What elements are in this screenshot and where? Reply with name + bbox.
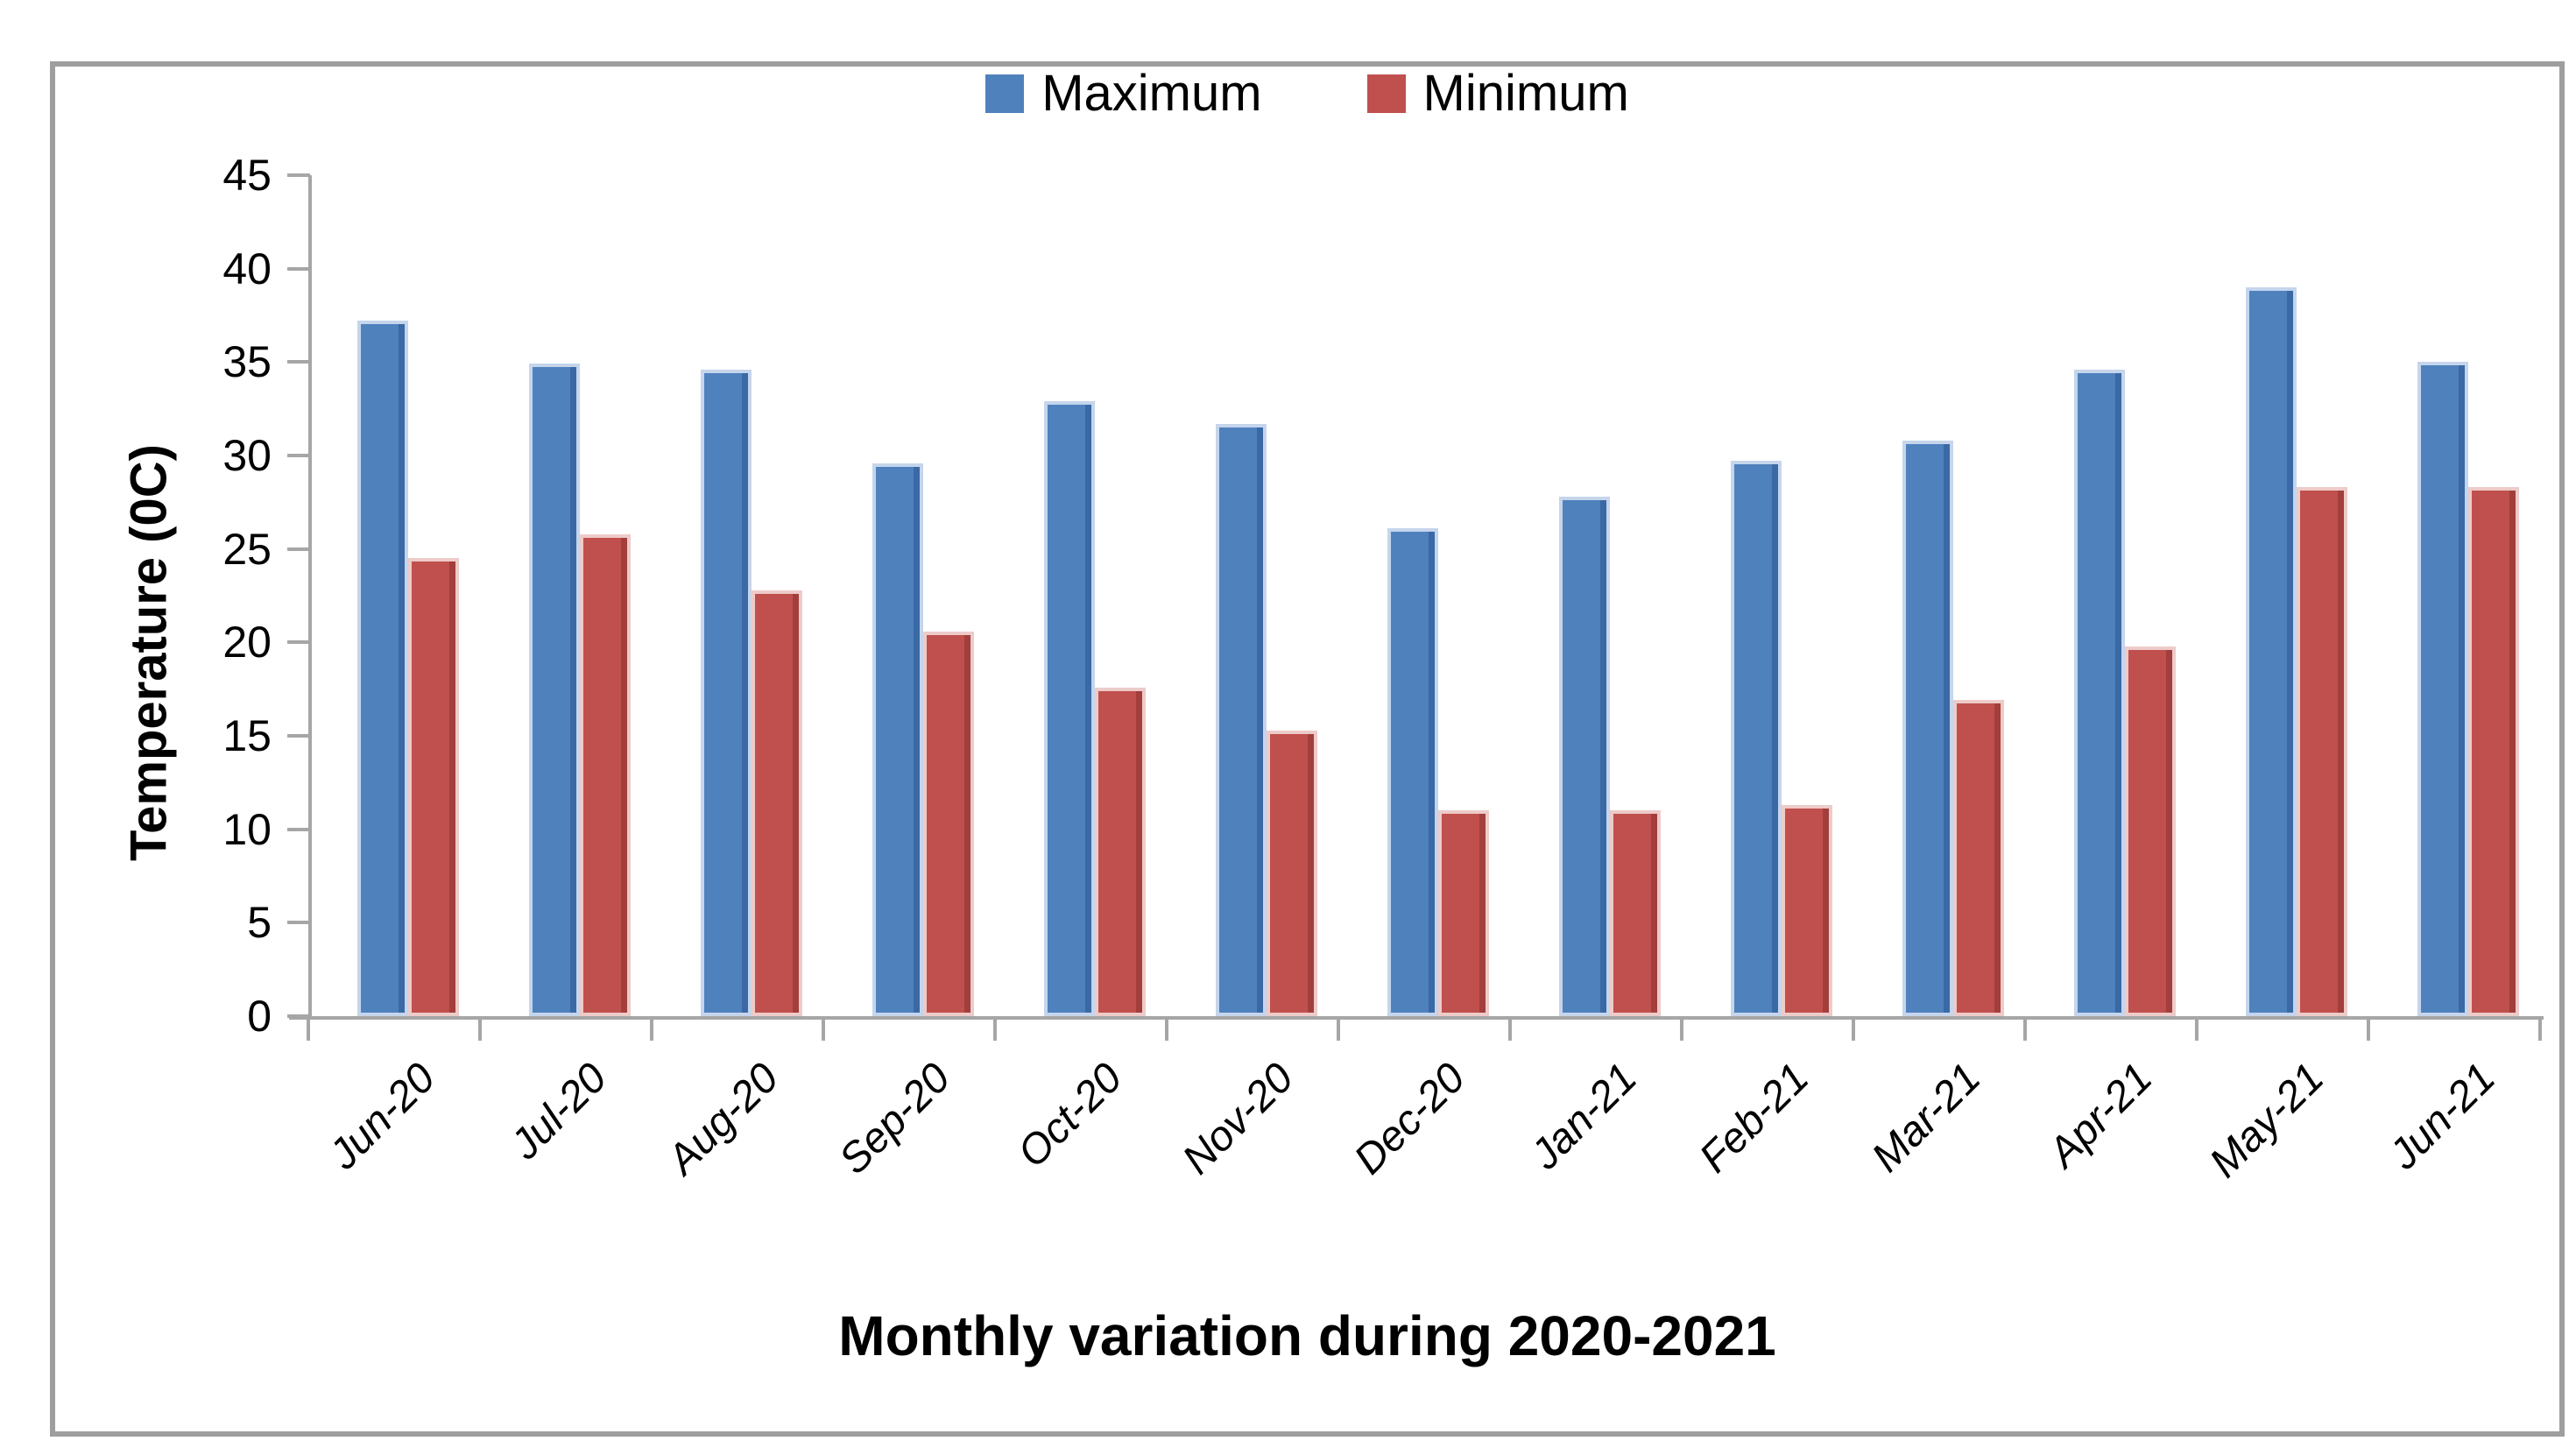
bar-minimum-apr-21 — [2125, 646, 2176, 1016]
y-axis-tick-label: 40 — [222, 244, 272, 293]
y-axis-tick-label: 25 — [222, 524, 272, 574]
x-axis-tick — [993, 1020, 997, 1041]
bar-maximum-dec-20 — [1387, 528, 1438, 1016]
x-axis-tick — [822, 1020, 825, 1041]
x-axis-tick — [2367, 1020, 2370, 1041]
y-axis-tick-label: 0 — [247, 992, 272, 1041]
x-axis-tick — [1680, 1020, 1683, 1041]
bar-minimum-aug-20 — [752, 590, 802, 1016]
bar-minimum-mar-21 — [1953, 700, 2004, 1016]
y-axis-tick-label: 20 — [222, 618, 272, 667]
x-axis-line-extension — [289, 1016, 312, 1020]
plot-area — [308, 175, 2544, 1020]
y-axis-tick — [287, 266, 310, 271]
x-axis-tick — [2023, 1020, 2027, 1041]
bar-minimum-dec-20 — [1438, 810, 1489, 1016]
x-axis-tick — [2538, 1020, 2542, 1041]
y-axis-tick-label: 45 — [222, 151, 272, 200]
bar-minimum-may-21 — [2297, 487, 2347, 1016]
legend-item-minimum: Minimum — [1366, 65, 1629, 122]
y-axis-tick — [287, 360, 310, 364]
bar-minimum-jan-21 — [1610, 810, 1661, 1016]
y-axis-tick-label: 5 — [247, 898, 272, 948]
maximum-series-swatch — [985, 74, 1025, 113]
x-axis-tick — [307, 1020, 310, 1041]
y-axis-tick — [287, 1014, 310, 1018]
legend: Maximum Minimum — [50, 68, 2565, 119]
y-axis-tick-label: 30 — [222, 431, 272, 480]
legend-label-minimum: Minimum — [1422, 65, 1629, 122]
bar-maximum-oct-20 — [1044, 401, 1095, 1016]
y-axis-tick-label: 15 — [222, 711, 272, 760]
y-axis-tick — [287, 547, 310, 551]
legend-label-maximum: Maximum — [1041, 65, 1262, 122]
bar-maximum-may-21 — [2246, 287, 2297, 1016]
bar-maximum-jun-21 — [2417, 362, 2468, 1016]
bar-maximum-jan-21 — [1559, 496, 1610, 1016]
bar-maximum-nov-20 — [1216, 423, 1267, 1016]
y-axis-tick-label: 10 — [222, 804, 272, 854]
y-axis-tick — [287, 640, 310, 645]
y-axis-tick-label: 35 — [222, 337, 272, 387]
x-axis-tick — [1508, 1020, 1512, 1041]
bar-minimum-nov-20 — [1267, 730, 1317, 1016]
x-axis-tick — [2195, 1020, 2198, 1041]
x-axis-tick — [1852, 1020, 1855, 1041]
bar-minimum-jun-20 — [408, 558, 459, 1016]
bar-maximum-feb-21 — [1731, 461, 1782, 1016]
bar-maximum-jun-20 — [357, 321, 408, 1016]
y-axis-tick — [287, 173, 310, 177]
legend-item-maximum: Maximum — [985, 65, 1262, 122]
bar-maximum-apr-21 — [2074, 369, 2125, 1016]
x-axis-tick — [1337, 1020, 1340, 1041]
y-axis-tick — [287, 454, 310, 457]
minimum-series-swatch — [1366, 74, 1406, 113]
chart-title: Monthly variation during 2020-2021 — [838, 1304, 1776, 1367]
bar-maximum-jul-20 — [529, 364, 580, 1016]
bar-maximum-mar-21 — [1902, 440, 1953, 1016]
y-axis-tick — [287, 734, 310, 738]
x-axis-tick — [650, 1020, 653, 1041]
bar-minimum-oct-20 — [1095, 687, 1146, 1016]
x-axis-tick — [1165, 1020, 1168, 1041]
y-axis-tick — [287, 921, 310, 925]
bar-minimum-sep-20 — [923, 631, 974, 1016]
y-axis-tick — [287, 827, 310, 831]
bar-minimum-jul-20 — [580, 533, 631, 1016]
x-axis-tick — [478, 1020, 482, 1041]
bar-maximum-aug-20 — [701, 369, 752, 1016]
bar-minimum-jun-21 — [2468, 487, 2519, 1016]
bar-minimum-feb-21 — [1782, 804, 1832, 1016]
bar-maximum-sep-20 — [872, 463, 923, 1016]
